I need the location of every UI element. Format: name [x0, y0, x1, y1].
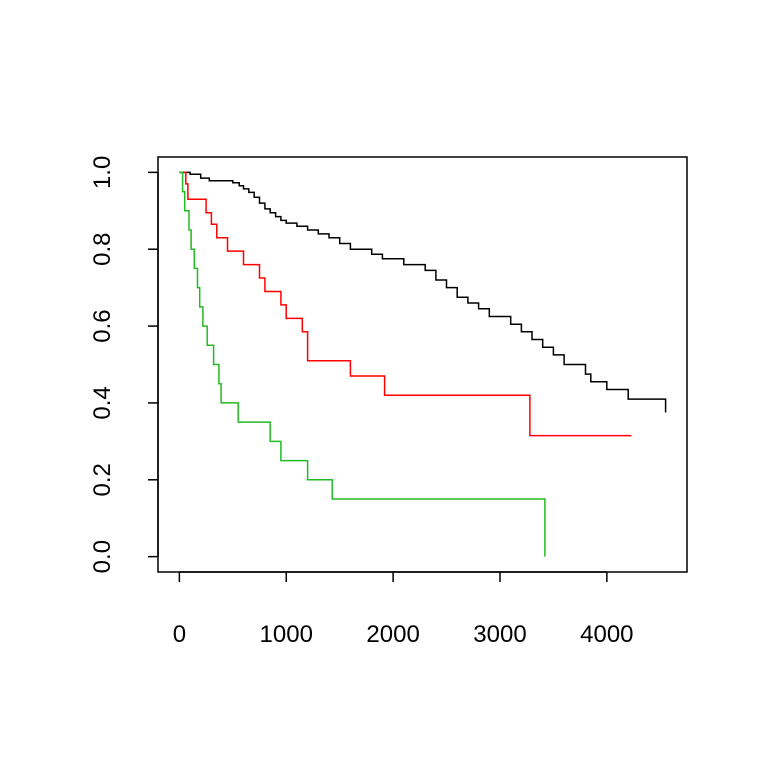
y-tick-label: 1.0 [89, 156, 116, 189]
y-tick-label: 0.6 [89, 309, 116, 342]
series-line-2 [179, 171, 632, 437]
x-tick-label: 3000 [473, 621, 526, 648]
series-line-1 [179, 171, 667, 413]
x-tick-label: 4000 [580, 621, 633, 648]
x-tick-label: 0 [173, 621, 186, 648]
series-line-3 [179, 171, 546, 557]
y-tick-label: 0.2 [89, 463, 116, 496]
y-tick-label: 0.4 [89, 386, 116, 419]
axes: 0 1000 2000 3000 4000 0.0 0.2 0.4 0.6 0.8 1.0 [89, 156, 634, 648]
x-tick-label: 2000 [366, 621, 419, 648]
series-group [179, 171, 667, 557]
y-tick-label: 0.0 [89, 540, 116, 573]
plot-frame [157, 156, 688, 573]
y-tick-label: 0.8 [89, 233, 116, 266]
x-tick-label: 1000 [260, 621, 313, 648]
